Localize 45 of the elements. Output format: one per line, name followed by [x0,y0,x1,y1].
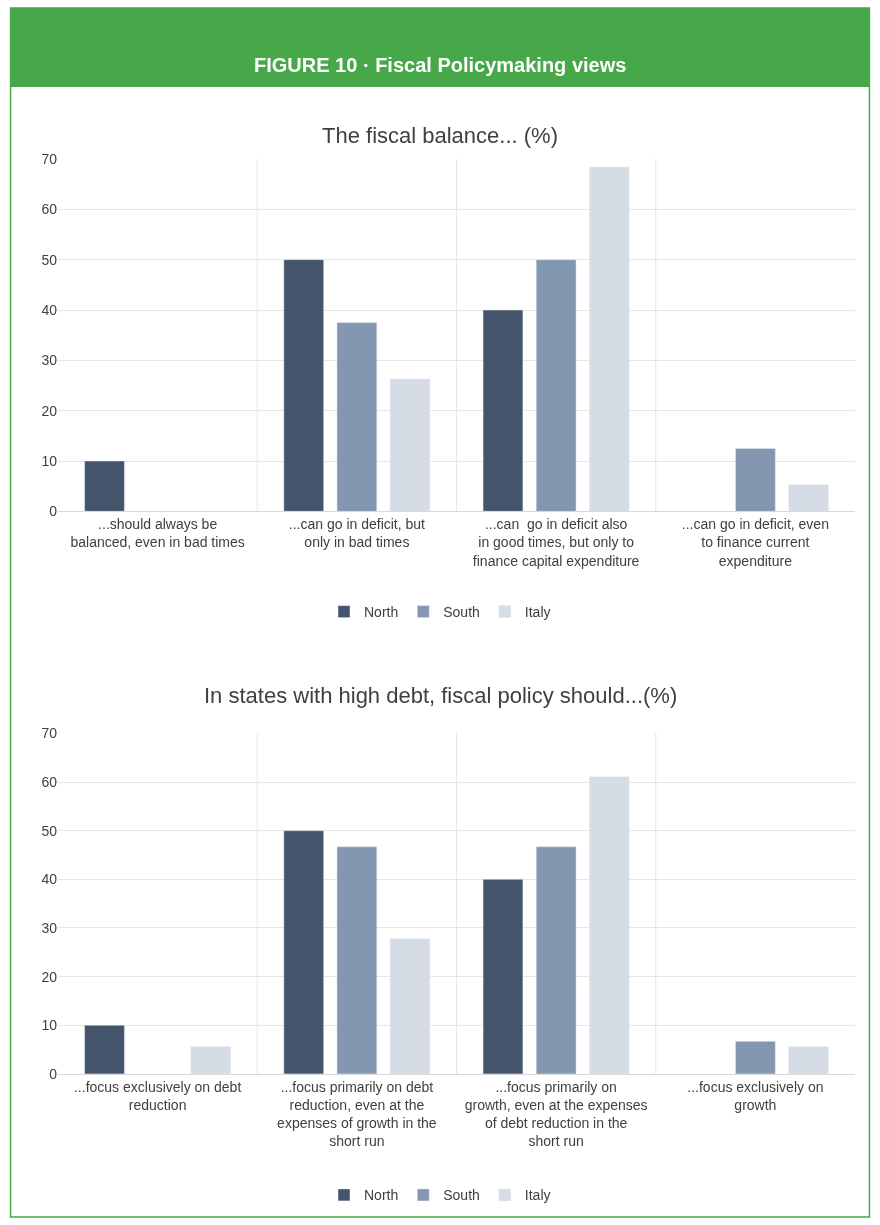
x-tick-label: ...can go in deficit, even to finance current expenditure [681,516,829,569]
y-tick-label: 40 [41,301,58,318]
x-tick-label: ...focus exclusively on debt reduction [73,1078,242,1113]
bar [336,846,378,1074]
legend-label: South [443,604,480,621]
bar [283,259,324,512]
y-tick-label: 50 [41,822,58,839]
y-tick-label: 30 [41,352,58,369]
legend-label: Italy [524,604,551,621]
legend-label: North [364,1187,399,1204]
legend-label: North [364,604,399,621]
bar [283,830,324,1074]
y-tick-label: 20 [41,968,58,985]
chart-subtitle: The fiscal balance... (%) [322,123,558,148]
x-tick-label: ...focus exclusively on growth [687,1078,824,1113]
bar [336,322,378,512]
y-tick-label: 70 [41,150,58,167]
chart-title: In states with high debt, fiscal policy should...(%) [204,683,678,708]
y-tick-label: 70 [41,725,58,742]
chart-title: FIGURE 10 · Fiscal Policymaking views [254,54,627,76]
y-tick-label: 10 [41,452,58,469]
legend-label: South [443,1187,480,1204]
y-tick-label: 40 [41,871,58,888]
y-tick-label: 0 [49,1065,58,1082]
y-tick-label: 60 [41,773,58,790]
y-tick-label: 50 [41,251,58,268]
bar [84,460,125,512]
bar [482,309,524,512]
bar [735,1041,776,1074]
x-tick-label: ...should always be balanced, even in bad times [70,516,245,551]
bar [535,259,577,512]
y-tick-label: 60 [41,201,58,218]
x-tick-label: ...focus primarily on debt reduction, even at the expenses of growth in the short run [277,1078,437,1150]
x-tick-label: ...can go in deficit, but only in bad times [288,516,426,551]
x-tick-label: ...focus primarily on growth, even at the expenses of debt reduction in the short run [464,1078,648,1150]
y-tick-label: 0 [49,503,58,520]
y-tick-label: 20 [41,402,58,419]
legend-label: Italy [524,1187,551,1204]
x-tick-label: ...can go in deficit also in good times, but only to finance capital expenditure [472,516,640,569]
bar [535,846,577,1074]
bar [84,1025,125,1074]
bar [482,879,524,1074]
y-tick-label: 10 [41,1017,58,1034]
y-tick-label: 30 [41,919,58,936]
bar [735,448,776,512]
